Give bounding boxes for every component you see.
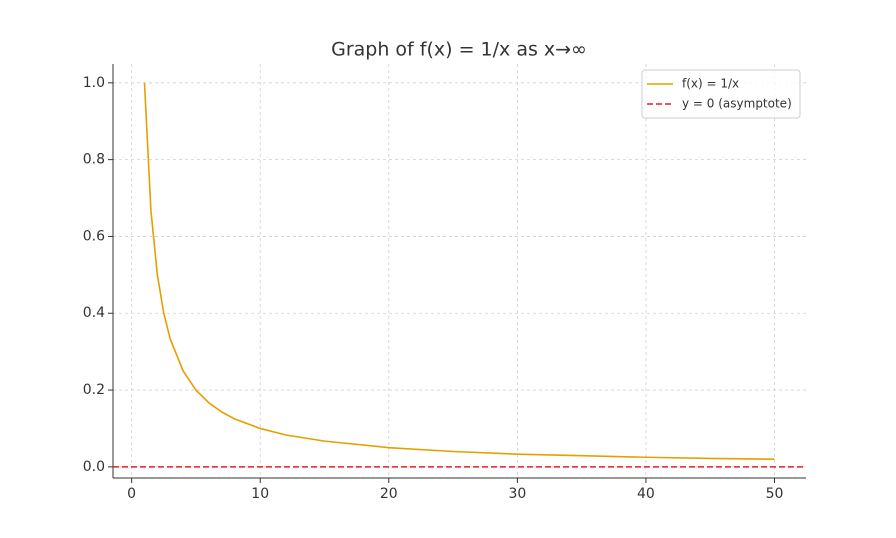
legend-label: f(x) = 1/x: [682, 77, 739, 91]
line: [143, 82, 775, 460]
y-tick-label: 0.6: [83, 228, 105, 244]
y-tick-label: 0.2: [83, 382, 105, 398]
x-tick-label: 0: [127, 486, 136, 502]
x-tick-label: 40: [637, 486, 655, 502]
x-tick-label: 10: [251, 486, 269, 502]
y-tick-label: 0.0: [83, 459, 105, 475]
legend-label: y = 0 (asymptote): [682, 97, 792, 111]
chart-title: Graph of f(x) = 1/x as x→∞: [331, 39, 587, 61]
y-tick-label: 0.8: [83, 152, 105, 168]
x-tick-label: 50: [766, 486, 784, 502]
y-tick-label: 1.0: [83, 75, 105, 91]
x-tick-label: 30: [508, 486, 526, 502]
y-tick-label: 0.4: [83, 305, 105, 321]
x-tick-label: 20: [380, 486, 398, 502]
legend-box: [641, 69, 801, 119]
